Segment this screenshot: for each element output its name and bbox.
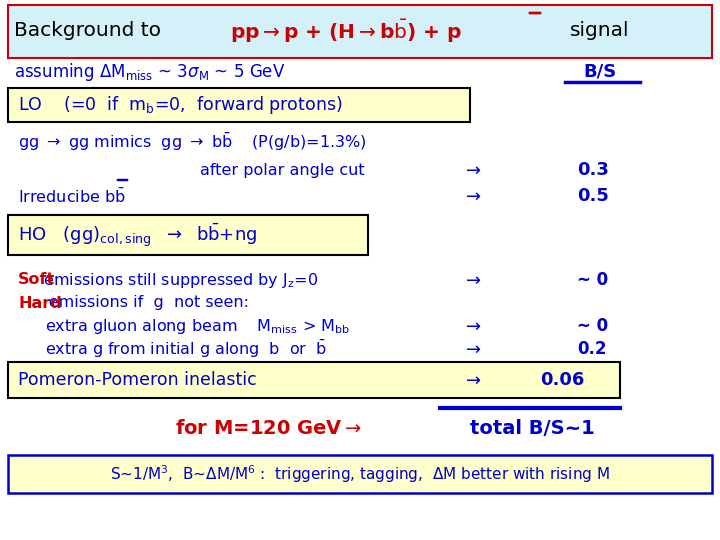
Text: LO    (=0  if  m$_{\rm b}$=0,  forward protons): LO (=0 if m$_{\rm b}$=0, forward protons… <box>18 94 343 116</box>
Text: $\rightarrow$: $\rightarrow$ <box>462 161 482 179</box>
Text: total B/S~1: total B/S~1 <box>470 418 595 437</box>
FancyBboxPatch shape <box>8 362 620 398</box>
FancyBboxPatch shape <box>8 455 712 493</box>
FancyBboxPatch shape <box>8 88 470 122</box>
Text: assuming $\Delta$M$_{\rm miss}$ ~ 3$\sigma$$_{\rm M}$ ~ 5 GeV: assuming $\Delta$M$_{\rm miss}$ ~ 3$\sig… <box>14 61 285 83</box>
Text: 0.2: 0.2 <box>577 340 606 358</box>
Text: ~ 0: ~ 0 <box>577 271 608 289</box>
Text: signal: signal <box>570 22 629 40</box>
Text: B/S: B/S <box>583 63 616 81</box>
Text: $\rightarrow$: $\rightarrow$ <box>462 371 482 389</box>
Text: Hard: Hard <box>18 295 62 310</box>
Text: 0.5: 0.5 <box>577 187 609 205</box>
Text: HO   (gg)$_{\rm col,sing}$  $\rightarrow$  b$\bar{\rm b}$+ng: HO (gg)$_{\rm col,sing}$ $\rightarrow$ b… <box>18 221 257 249</box>
Text: $\rightarrow$: $\rightarrow$ <box>462 271 482 289</box>
Text: $\rightarrow$: $\rightarrow$ <box>462 187 482 205</box>
Text: emissions still suppressed by J$_{\rm z}$=0: emissions still suppressed by J$_{\rm z}… <box>18 271 318 289</box>
Text: $\rightarrow$: $\rightarrow$ <box>462 317 482 335</box>
Text: extra gluon along beam    M$_{\rm miss}$ > M$_{\rm bb}$: extra gluon along beam M$_{\rm miss}$ > … <box>45 316 350 335</box>
Text: ~ 0: ~ 0 <box>577 317 608 335</box>
Text: extra g from initial g along  b  or  $\bar{\rm b}$: extra g from initial g along b or $\bar{… <box>45 338 327 360</box>
Text: pp$\rightarrow$p + (H$\rightarrow$b$\bar{\rm b}$) + p: pp$\rightarrow$p + (H$\rightarrow$b$\bar… <box>230 17 462 44</box>
Text: S~1/M$^3$,  B~$\Delta$M/M$^6$ :  triggering, tagging,  $\Delta$M better with ris: S~1/M$^3$, B~$\Delta$M/M$^6$ : triggerin… <box>110 463 610 485</box>
Text: after polar angle cut: after polar angle cut <box>200 163 364 178</box>
FancyBboxPatch shape <box>8 215 368 255</box>
Text: $\rightarrow$: $\rightarrow$ <box>462 340 482 358</box>
Text: for M=120 GeV$\rightarrow$: for M=120 GeV$\rightarrow$ <box>175 418 362 437</box>
Text: emissions if  g  not seen:: emissions if g not seen: <box>18 295 249 310</box>
Text: Soft: Soft <box>18 273 55 287</box>
Text: 0.3: 0.3 <box>577 161 609 179</box>
Text: gg $\rightarrow$ gg mimics  gg $\rightarrow$ b$\bar{\rm b}$    (P(g/b)=1.3%): gg $\rightarrow$ gg mimics gg $\rightarr… <box>18 131 366 153</box>
Text: Pomeron-Pomeron inelastic: Pomeron-Pomeron inelastic <box>18 371 257 389</box>
Text: Background to: Background to <box>14 22 161 40</box>
FancyBboxPatch shape <box>8 5 712 58</box>
Text: Irreducibe b$\bar{\rm b}$: Irreducibe b$\bar{\rm b}$ <box>18 186 126 206</box>
Text: 0.06: 0.06 <box>540 371 585 389</box>
